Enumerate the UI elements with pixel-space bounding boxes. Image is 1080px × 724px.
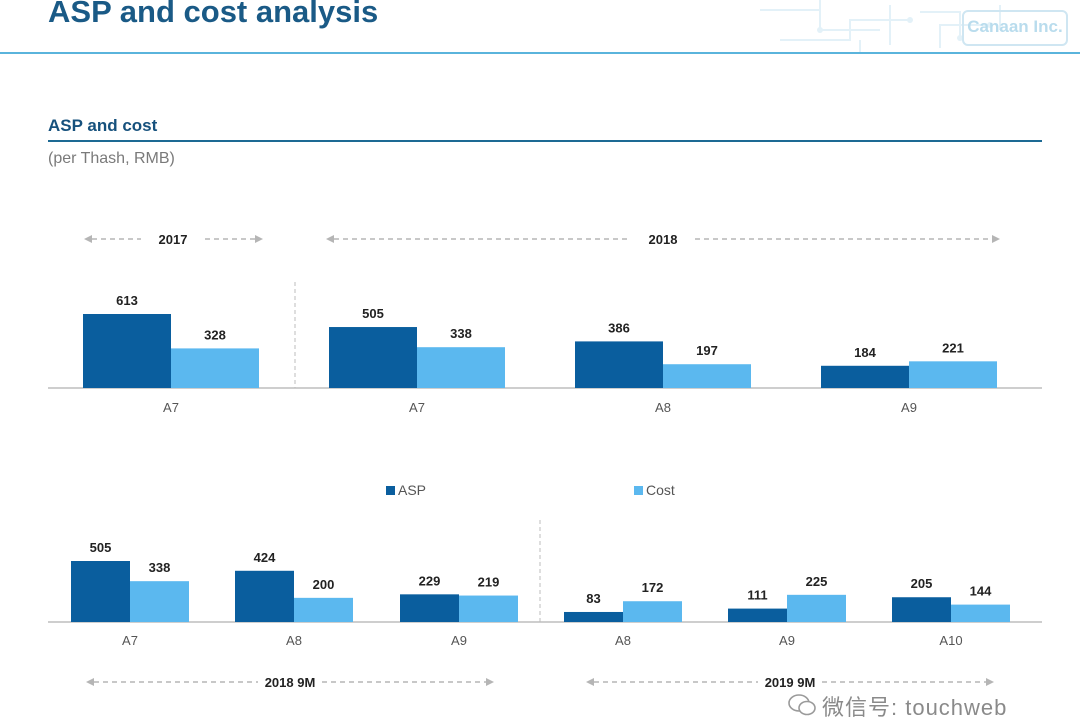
legend-asp-label: ASP <box>398 482 427 498</box>
header-divider <box>0 52 1080 54</box>
bar-cost <box>623 601 682 622</box>
data-label-cost: 172 <box>642 580 664 595</box>
category-tick-label: A9 <box>779 633 795 648</box>
arrow-left-icon <box>326 235 334 243</box>
arrow-left-icon <box>586 678 594 686</box>
arrow-left-icon <box>84 235 92 243</box>
bar-asp <box>71 561 130 622</box>
wechat-icon <box>788 694 816 716</box>
arrow-left-icon <box>86 678 94 686</box>
bar-cost <box>459 595 518 622</box>
bar-asp <box>329 327 417 388</box>
circuit-decoration-icon <box>760 0 1001 52</box>
legend-cost-swatch <box>634 486 643 495</box>
data-label-cost: 221 <box>942 340 964 355</box>
arrow-right-icon <box>986 678 994 686</box>
bar-asp <box>564 611 623 622</box>
category-tick-label: A9 <box>901 400 917 415</box>
arrow-right-icon <box>486 678 494 686</box>
section-title: ASP and cost <box>48 116 158 135</box>
bar-asp <box>575 341 663 388</box>
legend-asp-swatch <box>386 486 395 495</box>
legend-cost-label: Cost <box>646 482 675 498</box>
page-title: ASP and cost analysis <box>48 0 379 29</box>
category-tick-label: A7 <box>409 400 425 415</box>
data-label-cost: 219 <box>478 575 500 590</box>
section-divider <box>48 140 1042 142</box>
period-label: 2019 9M <box>765 675 816 690</box>
arrow-right-icon <box>992 235 1000 243</box>
bar-cost <box>787 594 846 622</box>
data-label-asp: 505 <box>362 306 384 321</box>
data-label-asp: 386 <box>608 320 630 335</box>
data-label-asp: 111 <box>747 588 767 603</box>
data-label-asp: 83 <box>586 591 600 606</box>
data-label-cost: 328 <box>204 327 226 342</box>
bar-asp <box>728 608 787 622</box>
bar-asp <box>400 594 459 622</box>
bar-cost <box>951 604 1010 622</box>
data-label-cost: 225 <box>806 574 828 589</box>
bar-asp <box>892 597 951 622</box>
period-label: 2018 <box>649 232 678 247</box>
category-tick-label: A8 <box>615 633 631 648</box>
bar-cost <box>909 361 997 388</box>
data-label-asp: 424 <box>254 550 276 565</box>
data-label-asp: 205 <box>911 576 933 591</box>
category-tick-label: A10 <box>939 633 962 648</box>
data-label-cost: 338 <box>149 560 171 575</box>
data-label-cost: 144 <box>970 584 992 599</box>
category-tick-label: A8 <box>655 400 671 415</box>
data-label-cost: 197 <box>696 343 718 358</box>
period-label: 2018 9M <box>265 675 316 690</box>
data-label-asp: 613 <box>116 293 138 308</box>
bar-asp <box>821 365 909 388</box>
category-tick-label: A7 <box>122 633 138 648</box>
arrow-right-icon <box>255 235 263 243</box>
bar-cost <box>294 597 353 622</box>
bar-cost <box>171 348 259 388</box>
bar-cost <box>417 347 505 388</box>
category-tick-label: A8 <box>286 633 302 648</box>
watermark: 微信号: touchweb <box>822 695 1008 720</box>
data-label-asp: 184 <box>854 345 876 360</box>
company-logo: Canaan Inc. <box>962 10 1068 46</box>
bar-asp <box>83 314 171 388</box>
data-label-asp: 229 <box>419 573 441 588</box>
period-label: 2017 <box>159 232 188 247</box>
data-label-asp: 505 <box>90 540 112 555</box>
data-label-cost: 338 <box>450 326 472 341</box>
bar-cost <box>663 364 751 388</box>
bar-asp <box>235 570 294 622</box>
units-label: (per Thash, RMB) <box>48 150 175 167</box>
bar-cost <box>130 581 189 622</box>
category-tick-label: A9 <box>451 633 467 648</box>
data-label-cost: 200 <box>313 577 335 592</box>
category-tick-label: A7 <box>163 400 179 415</box>
